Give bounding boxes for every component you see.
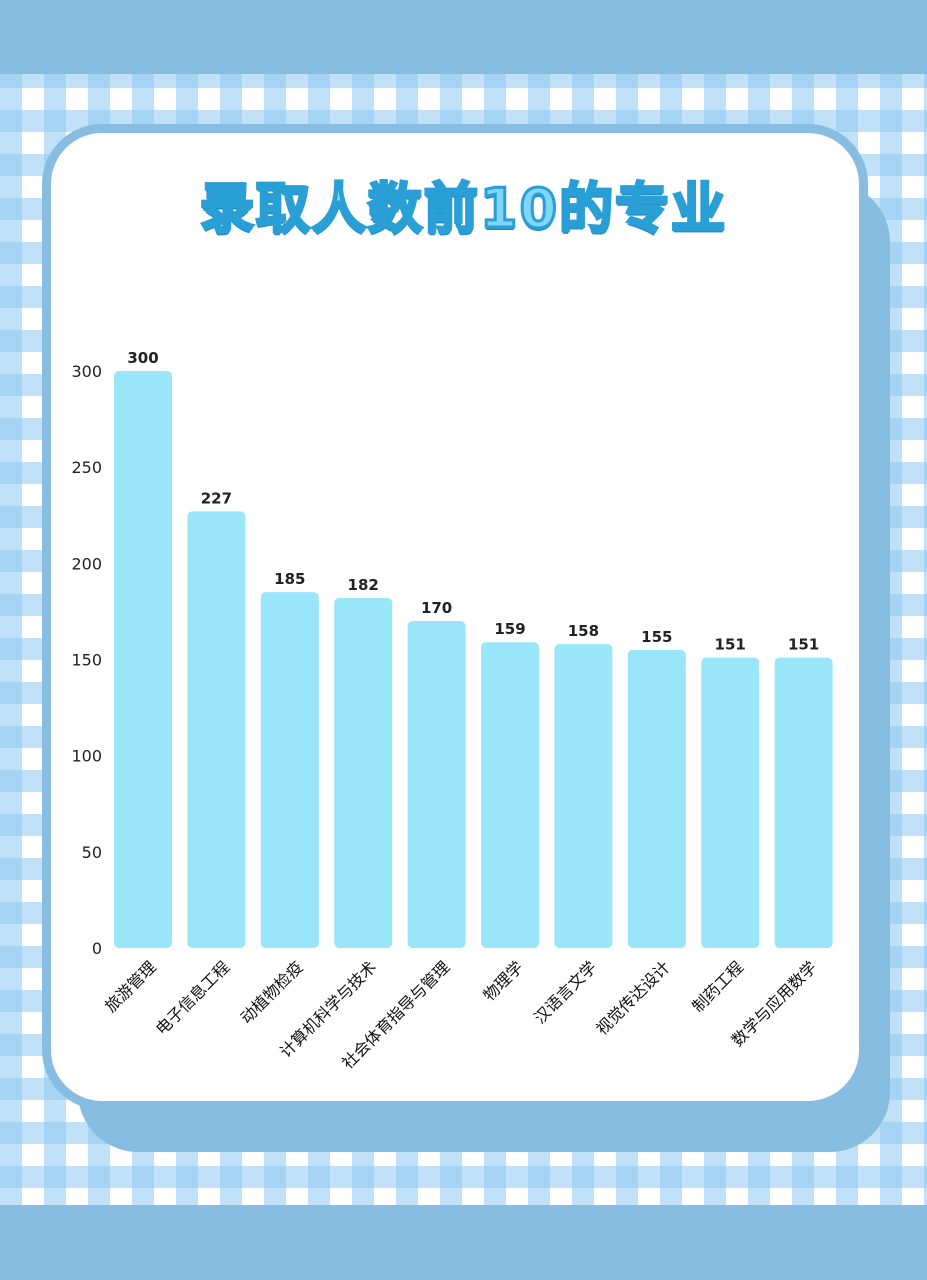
bar bbox=[334, 597, 393, 948]
x-tick-label: 制药工程 bbox=[688, 957, 747, 1016]
data-label: 155 bbox=[641, 628, 672, 646]
data-label: 227 bbox=[201, 489, 232, 507]
bar bbox=[260, 592, 319, 948]
y-tick-label: 100 bbox=[71, 747, 102, 766]
data-label: 182 bbox=[348, 576, 379, 594]
y-tick-label: 200 bbox=[71, 554, 102, 573]
y-tick-label: 0 bbox=[92, 939, 102, 958]
data-label: 185 bbox=[274, 570, 305, 588]
x-tick-label: 视觉传达设计 bbox=[592, 957, 673, 1038]
bottom-band bbox=[0, 1205, 927, 1280]
data-label: 159 bbox=[494, 620, 525, 638]
bar bbox=[554, 644, 613, 948]
bar bbox=[187, 511, 246, 948]
y-tick-label: 50 bbox=[82, 843, 102, 862]
y-tick-label: 300 bbox=[71, 362, 102, 381]
x-tick-label: 动植物检疫 bbox=[237, 957, 307, 1027]
x-tick-label: 电子信息工程 bbox=[152, 957, 233, 1038]
chart-title: 录取人数前10的专业 bbox=[198, 176, 728, 242]
x-tick-label: 旅游管理 bbox=[101, 957, 160, 1016]
bar bbox=[701, 657, 760, 948]
data-label: 151 bbox=[788, 636, 819, 654]
x-tick-label: 汉语言文学 bbox=[530, 957, 600, 1027]
bar bbox=[774, 657, 833, 948]
y-tick-label: 250 bbox=[71, 458, 102, 477]
data-label: 158 bbox=[568, 622, 599, 640]
data-label: 151 bbox=[715, 636, 746, 654]
x-tick-label: 物理学 bbox=[479, 957, 526, 1004]
bar bbox=[481, 642, 539, 948]
bar bbox=[627, 649, 686, 948]
data-label: 300 bbox=[127, 349, 158, 367]
top-band bbox=[0, 0, 927, 74]
data-label: 170 bbox=[421, 599, 452, 617]
bar bbox=[114, 371, 172, 948]
bar bbox=[407, 621, 466, 948]
y-tick-label: 150 bbox=[71, 651, 102, 670]
